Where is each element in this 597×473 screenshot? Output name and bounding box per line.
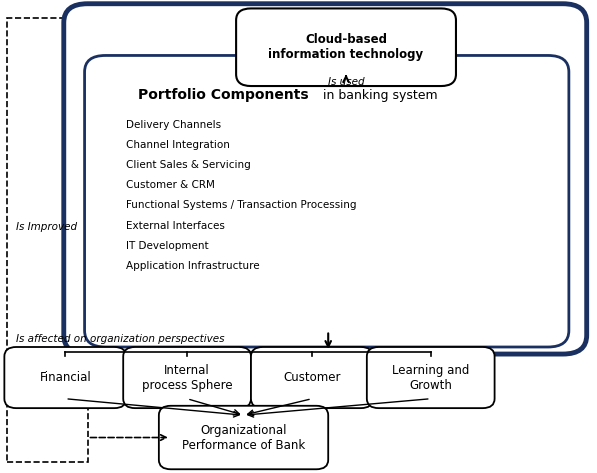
FancyBboxPatch shape bbox=[367, 347, 494, 408]
FancyBboxPatch shape bbox=[123, 347, 251, 408]
Text: Application Infrastructure: Application Infrastructure bbox=[126, 261, 260, 271]
Text: in banking system: in banking system bbox=[319, 89, 438, 102]
FancyBboxPatch shape bbox=[159, 406, 328, 469]
FancyBboxPatch shape bbox=[251, 347, 373, 408]
Text: Customer & CRM: Customer & CRM bbox=[126, 180, 215, 190]
Text: IT Development: IT Development bbox=[126, 241, 209, 251]
Text: Internal
process Sphere: Internal process Sphere bbox=[141, 364, 232, 392]
Text: Is Improved: Is Improved bbox=[16, 222, 78, 232]
FancyBboxPatch shape bbox=[4, 347, 126, 408]
FancyBboxPatch shape bbox=[64, 4, 587, 354]
Text: Client Sales & Servicing: Client Sales & Servicing bbox=[126, 160, 251, 170]
Text: Customer: Customer bbox=[283, 371, 341, 384]
Text: Delivery Channels: Delivery Channels bbox=[126, 120, 221, 130]
Text: Portfolio Components: Portfolio Components bbox=[138, 88, 309, 103]
Text: Financial: Financial bbox=[39, 371, 91, 384]
Text: Is used: Is used bbox=[328, 77, 364, 87]
Text: Learning and
Growth: Learning and Growth bbox=[392, 364, 469, 392]
Text: Functional Systems / Transaction Processing: Functional Systems / Transaction Process… bbox=[126, 201, 356, 210]
Text: Is affected on organization perspectives: Is affected on organization perspectives bbox=[16, 334, 224, 344]
Text: Organizational
Performance of Bank: Organizational Performance of Bank bbox=[182, 423, 305, 452]
Text: External Interfaces: External Interfaces bbox=[126, 221, 225, 231]
FancyBboxPatch shape bbox=[85, 55, 569, 347]
Text: Channel Integration: Channel Integration bbox=[126, 140, 230, 150]
Text: Cloud-based
information technology: Cloud-based information technology bbox=[269, 33, 424, 61]
FancyBboxPatch shape bbox=[236, 9, 456, 86]
